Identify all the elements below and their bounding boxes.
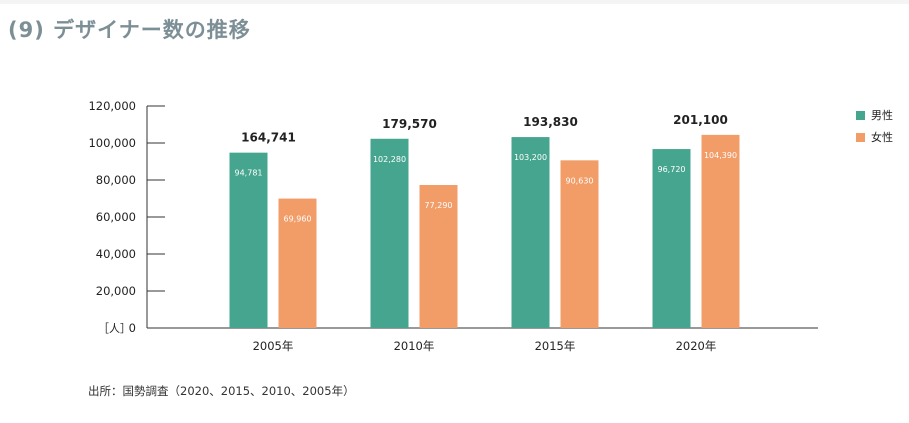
bar-value-label: 69,960	[284, 215, 312, 224]
legend-swatch-female	[856, 132, 865, 142]
y-tick-label: 60,000	[96, 210, 136, 224]
chart-legend: 男性 女性	[856, 104, 893, 148]
total-label: 193,830	[523, 115, 578, 129]
bar-female	[701, 134, 740, 328]
total-label: 164,741	[241, 131, 296, 145]
bar-value-label: 90,630	[566, 176, 594, 185]
y-tick-label: 80,000	[96, 173, 136, 187]
bar-value-label: 104,390	[704, 151, 737, 160]
bar-value-label: 102,280	[373, 155, 406, 164]
bar-male	[229, 152, 268, 328]
x-category-label: 2015年	[535, 339, 576, 353]
bar-female	[419, 185, 458, 328]
legend-label-female: 女性	[871, 131, 893, 144]
bar-male	[370, 138, 409, 328]
bar-female	[560, 160, 599, 328]
y-tick-label: 20,000	[96, 284, 136, 298]
bar-value-label: 77,290	[425, 201, 453, 210]
x-category-label: 2005年	[253, 339, 294, 353]
bar-male	[652, 149, 691, 328]
y-tick-label: 120,000	[88, 99, 136, 113]
legend-item-male: 男性	[856, 104, 893, 126]
bar-male	[511, 137, 550, 328]
y-tick-label: 100,000	[88, 136, 136, 150]
legend-label-male: 男性	[871, 109, 893, 122]
y-tick-label: 40,000	[96, 247, 136, 261]
source-note: 出所：国勢調査（2020、2015、2010、2005年）	[88, 384, 355, 398]
total-label: 179,570	[382, 117, 437, 131]
y-tick-label: 0	[129, 321, 136, 335]
x-category-label: 2010年	[394, 339, 435, 353]
bar-value-label: 96,720	[658, 165, 686, 174]
page-title: (9) デザイナー数の推移	[8, 18, 251, 42]
x-category-label: 2020年	[676, 339, 717, 353]
bar-value-label: 94,781	[235, 169, 263, 178]
bar-value-label: 103,200	[514, 153, 547, 162]
top-divider	[0, 0, 909, 4]
legend-swatch-male	[856, 110, 865, 120]
legend-item-female: 女性	[856, 126, 893, 148]
bar-female	[278, 198, 317, 328]
y-axis-unit-label: ［人］	[98, 322, 131, 335]
total-label: 201,100	[673, 113, 728, 127]
